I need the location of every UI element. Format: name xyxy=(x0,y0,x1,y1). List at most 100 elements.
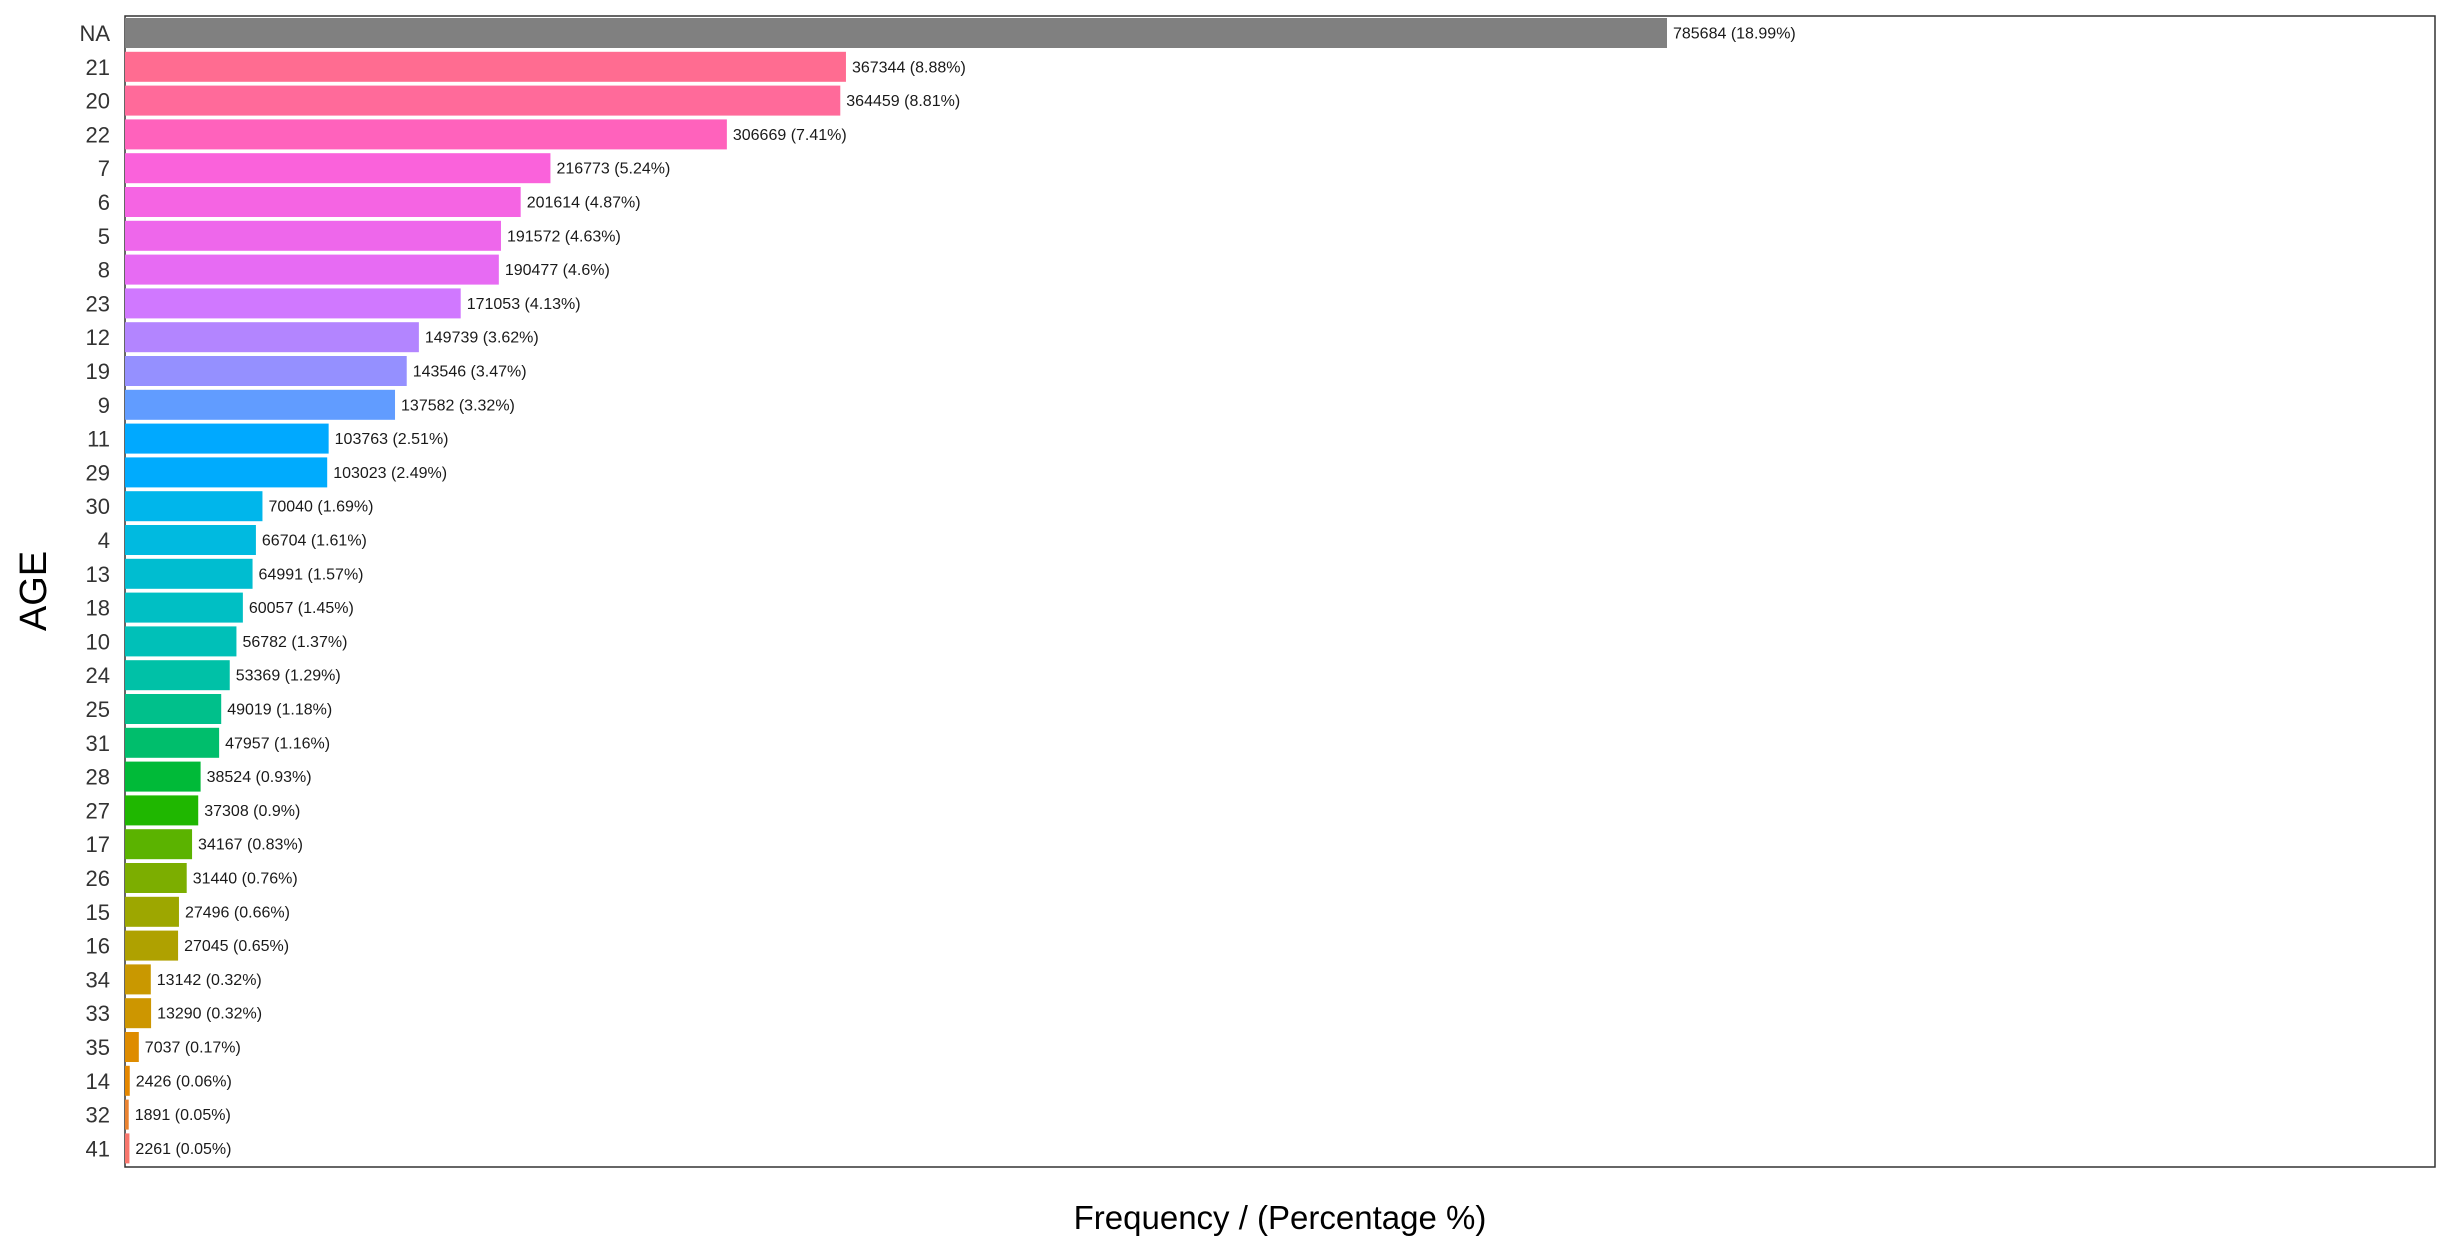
data-label-24: 53369 (1.29%) xyxy=(236,668,341,685)
bar-16 xyxy=(125,930,179,961)
data-label-11: 103763 (2.51%) xyxy=(335,431,449,448)
data-label-30: 70040 (1.69%) xyxy=(268,499,373,516)
bar-17 xyxy=(125,829,193,860)
bar-25 xyxy=(125,694,222,724)
bar-30 xyxy=(125,491,263,522)
data-label-26: 31440 (0.76%) xyxy=(193,871,298,888)
data-label-14: 2426 (0.06%) xyxy=(136,1073,232,1090)
y-tick-label-7: 7 xyxy=(98,156,110,181)
data-label-34: 13142 (0.32%) xyxy=(157,972,262,989)
data-label-13: 64991 (1.57%) xyxy=(259,566,364,583)
bar-na xyxy=(125,18,1667,48)
y-tick-label-10: 10 xyxy=(86,629,110,654)
bar-27 xyxy=(125,795,199,826)
bar-28 xyxy=(125,761,201,792)
y-tick-label-18: 18 xyxy=(86,596,110,621)
data-label-4: 66704 (1.61%) xyxy=(262,533,367,550)
y-tick-label-9: 9 xyxy=(98,393,110,418)
bar-35 xyxy=(125,1032,139,1062)
data-label-6: 201614 (4.87%) xyxy=(527,195,641,212)
bar-22 xyxy=(125,119,727,150)
y-tick-label-na: NA xyxy=(79,21,110,46)
bar-41 xyxy=(125,1133,130,1164)
y-tick-label-21: 21 xyxy=(86,55,110,80)
bar-5 xyxy=(125,220,501,251)
data-label-12: 149739 (3.62%) xyxy=(425,330,539,347)
y-tick-label-5: 5 xyxy=(98,224,110,249)
bar-11 xyxy=(125,423,329,454)
bar-12 xyxy=(125,322,419,353)
data-label-25: 49019 (1.18%) xyxy=(227,702,332,719)
data-label-27: 37308 (0.9%) xyxy=(204,803,300,820)
bar-33 xyxy=(125,998,152,1029)
y-tick-label-28: 28 xyxy=(86,765,110,790)
y-tick-label-4: 4 xyxy=(98,528,110,553)
y-tick-label-24: 24 xyxy=(86,663,110,688)
bars-group xyxy=(125,18,1667,1164)
y-tick-label-17: 17 xyxy=(86,832,110,857)
y-tick-label-27: 27 xyxy=(86,798,110,823)
y-tick-label-14: 14 xyxy=(86,1069,110,1094)
data-label-33: 13290 (0.32%) xyxy=(157,1006,262,1023)
y-tick-label-34: 34 xyxy=(86,967,110,992)
y-tick-label-22: 22 xyxy=(86,122,110,147)
bar-20 xyxy=(125,85,841,116)
bar-18 xyxy=(125,592,243,623)
y-tick-label-35: 35 xyxy=(86,1035,110,1060)
bar-31 xyxy=(125,727,220,758)
bar-29 xyxy=(125,457,328,488)
data-label-16: 27045 (0.65%) xyxy=(184,938,289,955)
y-tick-label-19: 19 xyxy=(86,359,110,384)
y-tick-label-11: 11 xyxy=(87,427,110,452)
bar-14 xyxy=(125,1065,130,1096)
y-tick-label-20: 20 xyxy=(86,89,110,114)
data-label-28: 38524 (0.93%) xyxy=(207,769,312,786)
y-tick-label-30: 30 xyxy=(86,494,110,519)
data-label-22: 306669 (7.41%) xyxy=(733,127,847,144)
bar-10 xyxy=(125,626,237,657)
data-label-18: 60057 (1.45%) xyxy=(249,600,354,617)
y-tick-label-32: 32 xyxy=(86,1103,110,1128)
y-tick-label-29: 29 xyxy=(86,460,110,485)
data-label-9: 137582 (3.32%) xyxy=(401,397,515,414)
data-label-15: 27496 (0.66%) xyxy=(185,904,290,921)
y-tick-label-12: 12 xyxy=(86,325,110,350)
y-tick-label-41: 41 xyxy=(86,1136,110,1161)
y-tick-label-8: 8 xyxy=(98,258,110,283)
bar-19 xyxy=(125,356,407,386)
y-tick-label-25: 25 xyxy=(86,697,110,722)
bar-15 xyxy=(125,896,179,927)
data-label-31: 47957 (1.16%) xyxy=(225,735,330,752)
bar-32 xyxy=(125,1099,129,1130)
data-label-41: 2261 (0.05%) xyxy=(135,1141,231,1158)
x-axis-title: Frequency / (Percentage %) xyxy=(1074,1199,1487,1236)
bar-9 xyxy=(125,389,396,420)
y-tick-label-15: 15 xyxy=(86,900,110,925)
bar-4 xyxy=(125,525,256,555)
data-label-10: 56782 (1.37%) xyxy=(242,634,347,651)
y-tick-label-31: 31 xyxy=(86,731,110,756)
y-tick-labels-group: NA 21 20 22 7 6 5 8 23 12 19 9 11 29 30 4 13 18 10 24 25 31 28… xyxy=(79,21,110,1161)
y-tick-label-13: 13 xyxy=(86,562,110,587)
data-label-23: 171053 (4.13%) xyxy=(467,296,581,313)
y-tick-label-33: 33 xyxy=(86,1001,110,1026)
data-label-8: 190477 (4.6%) xyxy=(505,262,610,279)
data-label-na: 785684 (18.99%) xyxy=(1673,26,1796,43)
bar-6 xyxy=(125,187,521,217)
bar-21 xyxy=(125,51,846,82)
y-tick-label-26: 26 xyxy=(86,866,110,891)
data-label-29: 103023 (2.49%) xyxy=(333,465,447,482)
y-tick-label-16: 16 xyxy=(86,934,110,959)
data-label-20: 364459 (8.81%) xyxy=(846,93,960,110)
y-tick-label-23: 23 xyxy=(86,291,110,316)
data-label-21: 367344 (8.88%) xyxy=(852,59,966,76)
bar-23 xyxy=(125,288,461,319)
data-label-7: 216773 (5.24%) xyxy=(556,161,670,178)
bar-8 xyxy=(125,254,499,285)
data-label-19: 143546 (3.47%) xyxy=(413,364,527,381)
data-label-17: 34167 (0.83%) xyxy=(198,837,303,854)
data-label-5: 191572 (4.63%) xyxy=(507,228,621,245)
data-labels-group: 785684 (18.99%) 367344 (8.88%) 364459 (8.8… xyxy=(135,26,1796,1158)
